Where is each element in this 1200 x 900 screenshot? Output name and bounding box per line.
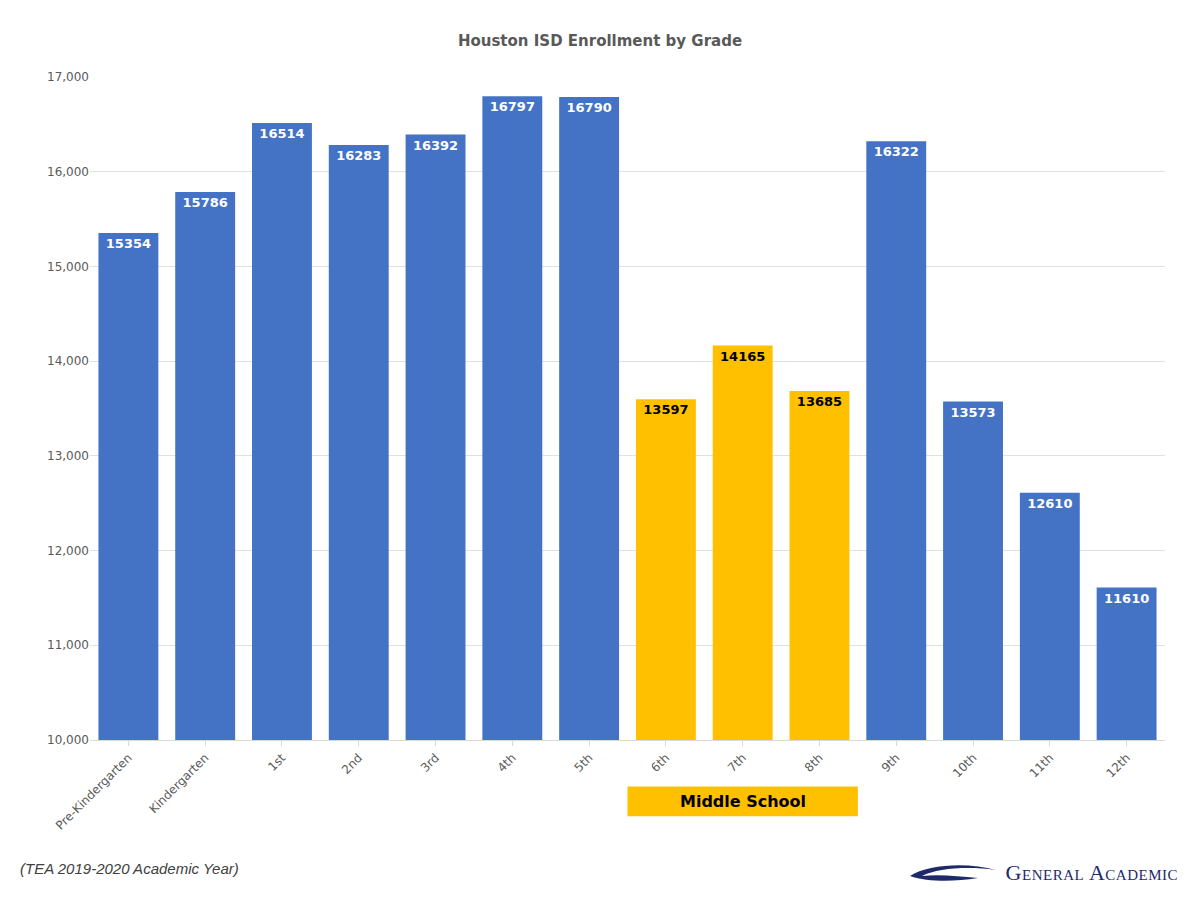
svg-text:15354: 15354	[106, 236, 151, 251]
svg-text:3rd: 3rd	[418, 751, 442, 775]
svg-text:Kindergarten: Kindergarten	[146, 751, 211, 816]
svg-text:13,000: 13,000	[47, 449, 89, 463]
svg-text:16790: 16790	[566, 100, 611, 115]
svg-text:11610: 11610	[1104, 591, 1149, 606]
svg-text:11th: 11th	[1027, 751, 1056, 780]
svg-text:16283: 16283	[336, 148, 381, 163]
svg-text:16322: 16322	[874, 144, 919, 159]
svg-text:Houston ISD Enrollment by Grad: Houston ISD Enrollment by Grade	[458, 32, 742, 50]
svg-text:15,000: 15,000	[47, 260, 89, 274]
svg-text:14,000: 14,000	[47, 354, 89, 368]
svg-text:14165: 14165	[720, 349, 765, 364]
svg-text:7th: 7th	[725, 751, 749, 775]
svg-text:16,000: 16,000	[47, 165, 89, 179]
svg-text:10th: 10th	[950, 751, 979, 780]
svg-text:11,000: 11,000	[47, 638, 89, 652]
svg-text:12,000: 12,000	[47, 544, 89, 558]
svg-text:1st: 1st	[265, 751, 288, 774]
svg-text:15786: 15786	[183, 195, 228, 210]
svg-text:16514: 16514	[259, 126, 304, 141]
svg-text:8th: 8th	[802, 751, 826, 775]
svg-text:6th: 6th	[648, 751, 672, 775]
svg-text:4th: 4th	[495, 751, 519, 775]
svg-text:13685: 13685	[797, 394, 842, 409]
svg-text:12610: 12610	[1027, 496, 1072, 511]
svg-text:12th: 12th	[1104, 751, 1133, 780]
svg-text:2nd: 2nd	[339, 751, 365, 777]
svg-text:Middle School: Middle School	[680, 792, 806, 811]
svg-text:10,000: 10,000	[47, 733, 89, 747]
svg-text:Pre-Kindergarten: Pre-Kindergarten	[53, 751, 135, 833]
svg-text:16392: 16392	[413, 138, 458, 153]
svg-text:17,000: 17,000	[47, 70, 89, 84]
svg-text:16797: 16797	[490, 99, 535, 114]
svg-text:13573: 13573	[950, 405, 995, 420]
svg-text:13597: 13597	[643, 402, 688, 417]
svg-text:9th: 9th	[879, 751, 903, 775]
html-text:(TEA 2019-2020 Academic Year): (TEA 2019-2020 Academic Year)	[20, 860, 239, 877]
svg-text:5th: 5th	[571, 751, 595, 775]
html-text:General Academic: General Academic	[1005, 860, 1178, 885]
